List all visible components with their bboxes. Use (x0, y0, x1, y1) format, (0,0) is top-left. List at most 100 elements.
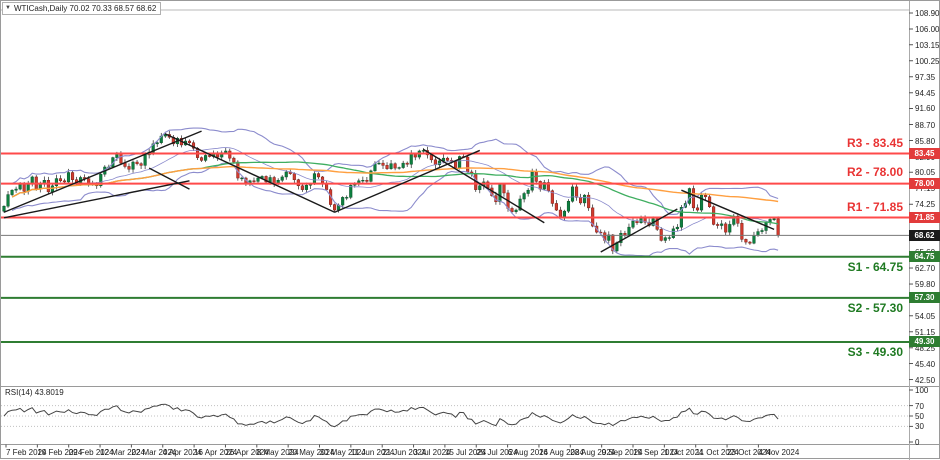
bear-candle (550, 190, 554, 204)
bull-candle (377, 162, 381, 165)
trendline-5[interactable] (334, 149, 481, 213)
price-tick-label: 74.25 (915, 200, 936, 210)
rsi-scale-label: 50 (915, 412, 924, 421)
bull-candle (663, 237, 667, 241)
bear-candle (712, 206, 716, 225)
trendline-4[interactable] (164, 133, 335, 213)
bull-candle (341, 197, 345, 206)
price-badge-current: 68.62 (909, 229, 940, 241)
bull-candle (54, 178, 58, 187)
date-label: 12 Mar 2024 (100, 448, 145, 457)
bull-candle (667, 237, 671, 239)
bear-candle (200, 157, 204, 161)
bull-candle (409, 153, 413, 165)
bear-candle (502, 183, 506, 194)
price-tick-label: 100.25 (915, 56, 940, 66)
rsi-scale-label: 30 (915, 422, 924, 432)
price-tick-label: 94.45 (915, 88, 936, 98)
bear-candle (587, 194, 591, 209)
bull-candle (514, 209, 518, 212)
bull-candle (240, 177, 244, 180)
support-label-s2: S2 - 57.30 (847, 301, 903, 315)
bull-candle (627, 226, 631, 236)
bull-candle (631, 220, 635, 228)
bear-candle (187, 140, 192, 143)
bear-candle (62, 180, 67, 183)
bear-candle (316, 173, 321, 178)
bull-candle (2, 205, 6, 212)
bull-candle (256, 177, 260, 182)
bear-candle (191, 142, 196, 149)
bear-candle (454, 161, 458, 169)
bull-candle (361, 180, 365, 182)
bull-candle (280, 176, 284, 181)
rsi-scale-label: 70 (915, 401, 924, 411)
date-label: 6 Aug 2024 (507, 448, 549, 457)
bear-candle (333, 204, 337, 211)
bear-candle (510, 208, 514, 212)
bull-candle (389, 163, 393, 169)
bull-candle (498, 183, 502, 203)
bear-candle (691, 188, 696, 209)
bull-candle (728, 224, 732, 233)
bull-candle (478, 185, 482, 190)
date-label: 16 Aug 2024 (538, 448, 584, 457)
date-label: 4 Apr 2024 (162, 448, 202, 457)
price-tick-label: 59.80 (915, 280, 936, 290)
rsi-indicator-label: RSI(14) 43.8019 (5, 388, 64, 397)
date-label: 3 Jul 2024 (413, 448, 451, 457)
bull-candle (131, 161, 135, 170)
trendline-6[interactable] (422, 148, 545, 224)
price-tick-label: 91.60 (915, 104, 936, 114)
trendline-1[interactable] (3, 130, 202, 213)
trendline-3[interactable] (148, 167, 190, 190)
price-badge-resistance: 71.85 (909, 212, 940, 224)
chart-title-bar[interactable]: ▼ WTICash,Daily 70.02 70.33 68.57 68.62 (2, 2, 162, 15)
bull-candle (583, 194, 587, 204)
bear-candle (232, 157, 236, 163)
bull-candle (284, 171, 288, 178)
price-badge-support: 64.75 (909, 251, 940, 263)
bear-candle (724, 223, 728, 233)
bear-candle (635, 220, 639, 224)
bear-candle (716, 224, 720, 226)
bear-candle (538, 181, 542, 190)
trendline-7[interactable] (600, 208, 678, 253)
bear-candle (365, 180, 369, 182)
date-label: 11 Oct 2024 (695, 448, 739, 457)
price-badge-resistance: 83.45 (909, 147, 940, 159)
trendline-2[interactable] (3, 180, 190, 219)
bear-candle (381, 162, 385, 166)
date-label: 23 Oct 2024 (727, 448, 771, 457)
bear-candle (393, 163, 397, 169)
date-label: 7 Feb 2024 (6, 448, 47, 457)
bear-candle (695, 207, 700, 211)
date-label: 21 Jun 2024 (382, 448, 427, 457)
bear-candle (405, 162, 409, 165)
bull-candle (66, 172, 71, 183)
support-label-s1: S1 - 64.75 (847, 260, 903, 274)
date-label: 25 Jul 2024 (476, 448, 518, 457)
bear-candle (655, 218, 659, 230)
date-label: 9 Sep 2024 (601, 448, 643, 457)
chevron-down-icon[interactable]: ▼ (5, 5, 11, 11)
bull-candle (760, 230, 764, 232)
bear-candle (579, 197, 583, 204)
bear-candle (135, 161, 139, 164)
bollinger-upper-band (11, 127, 779, 215)
price-tick-label: 48.25 (915, 343, 936, 353)
date-label: 20 May 2024 (288, 448, 335, 457)
trendline-8[interactable] (681, 189, 775, 231)
date-label: 29 Feb 2024 (68, 448, 114, 457)
bear-candle (558, 209, 562, 218)
resistance-label-r2: R2 - 78.00 (846, 165, 903, 179)
bull-candle (566, 200, 571, 212)
bull-candle (10, 189, 14, 195)
bull-candle (204, 155, 208, 161)
bull-candle (522, 193, 526, 200)
bear-candle (466, 156, 470, 173)
bull-candle (619, 232, 623, 243)
bull-candle (397, 167, 401, 169)
bull-candle (518, 198, 522, 211)
